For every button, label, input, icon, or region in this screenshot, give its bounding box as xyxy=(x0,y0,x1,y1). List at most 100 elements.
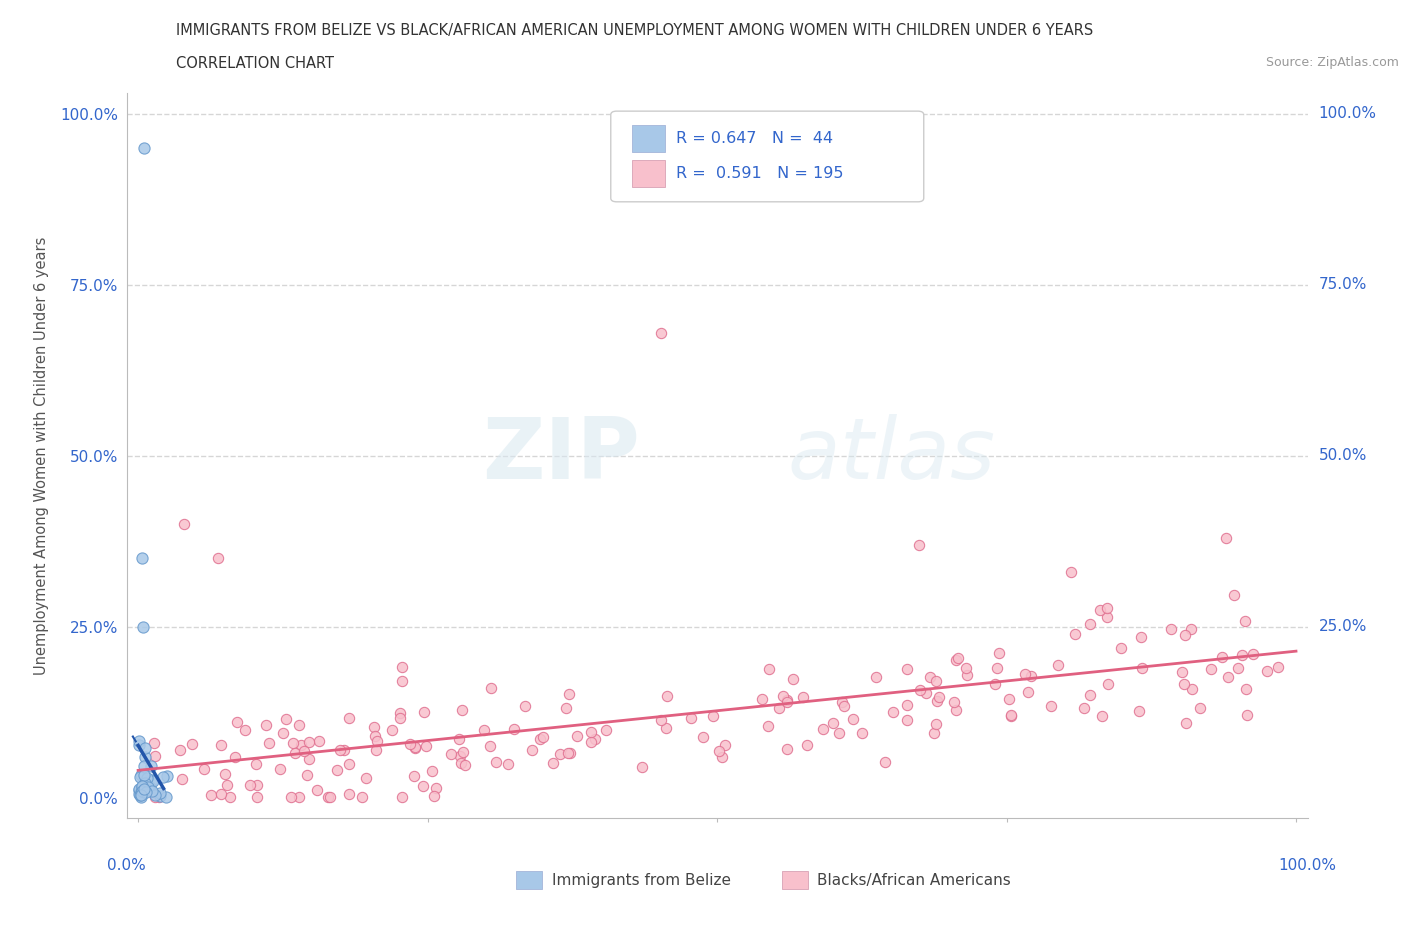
Point xyxy=(1218,670,1240,684)
Point xyxy=(316,790,339,804)
Point xyxy=(1234,682,1257,697)
Point xyxy=(139,780,162,795)
Point xyxy=(782,671,804,686)
Point xyxy=(948,651,970,666)
Point xyxy=(363,720,385,735)
Point xyxy=(555,700,578,715)
Point xyxy=(138,781,160,796)
Point xyxy=(681,711,703,725)
Point xyxy=(915,685,938,700)
Point xyxy=(131,551,153,565)
Point xyxy=(1171,665,1194,680)
Point xyxy=(1211,650,1233,665)
Point xyxy=(131,784,153,799)
Point xyxy=(1180,682,1202,697)
Point xyxy=(156,769,179,784)
Point xyxy=(823,716,845,731)
Point xyxy=(155,790,177,804)
Point xyxy=(758,661,780,676)
Point xyxy=(1040,698,1063,713)
Point xyxy=(214,767,236,782)
Point xyxy=(896,698,918,712)
Point xyxy=(650,326,672,340)
Point xyxy=(1267,659,1289,674)
Point xyxy=(173,517,195,532)
Point xyxy=(149,789,172,804)
Point xyxy=(1256,663,1278,678)
Point xyxy=(928,689,950,704)
Point xyxy=(337,757,360,772)
Point xyxy=(481,681,503,696)
Point xyxy=(449,749,471,764)
Point xyxy=(295,767,318,782)
Point xyxy=(558,687,581,702)
Point xyxy=(1017,684,1039,699)
Point xyxy=(132,777,155,792)
Point xyxy=(945,703,967,718)
Point xyxy=(479,739,502,754)
Point xyxy=(1215,530,1237,545)
Point xyxy=(450,756,472,771)
Text: 75.0%: 75.0% xyxy=(1319,277,1367,292)
Point xyxy=(811,722,834,737)
Point xyxy=(1236,707,1258,722)
Point xyxy=(776,694,799,709)
Point xyxy=(134,775,156,790)
Point xyxy=(141,772,163,787)
Text: Immigrants from Belize: Immigrants from Belize xyxy=(551,872,731,887)
Point xyxy=(1091,709,1114,724)
Point xyxy=(756,719,779,734)
Point xyxy=(388,706,411,721)
Point xyxy=(399,736,422,751)
FancyBboxPatch shape xyxy=(633,160,665,187)
Point xyxy=(1222,588,1244,603)
Point xyxy=(531,730,554,745)
Point xyxy=(998,692,1021,707)
Point xyxy=(132,772,155,787)
Point xyxy=(288,718,311,733)
Point xyxy=(423,789,446,804)
Point xyxy=(1095,609,1118,624)
Point xyxy=(579,735,602,750)
Point xyxy=(650,713,672,728)
Point xyxy=(925,716,948,731)
Point xyxy=(298,735,321,750)
Point xyxy=(134,750,156,764)
Point xyxy=(132,759,155,774)
Point xyxy=(132,140,155,155)
Point xyxy=(1174,628,1197,643)
Point xyxy=(583,732,606,747)
Point xyxy=(1174,715,1197,730)
Point xyxy=(520,743,543,758)
Point xyxy=(1046,658,1069,672)
Point xyxy=(131,779,153,794)
Point xyxy=(412,778,434,793)
Point xyxy=(226,714,249,729)
Point xyxy=(280,790,302,804)
Point xyxy=(1000,709,1022,724)
Text: R =  0.591   N = 195: R = 0.591 N = 195 xyxy=(676,166,844,181)
Point xyxy=(333,742,356,757)
Point xyxy=(391,660,413,675)
Point xyxy=(945,652,967,667)
Point xyxy=(364,728,387,743)
Point xyxy=(149,786,172,801)
Point xyxy=(827,725,849,740)
Point xyxy=(337,787,360,802)
Point xyxy=(451,703,474,718)
Point xyxy=(305,782,328,797)
Point xyxy=(1188,701,1211,716)
Point xyxy=(233,722,256,737)
Text: 100.0%: 100.0% xyxy=(1278,858,1337,873)
Point xyxy=(422,764,444,778)
Point xyxy=(896,662,918,677)
Point xyxy=(692,729,714,744)
Point xyxy=(366,743,388,758)
Point xyxy=(1160,621,1182,636)
Point xyxy=(655,721,678,736)
Point xyxy=(134,784,156,799)
Point xyxy=(922,725,945,740)
Point xyxy=(169,743,191,758)
Point xyxy=(245,756,267,771)
Point xyxy=(565,728,588,743)
